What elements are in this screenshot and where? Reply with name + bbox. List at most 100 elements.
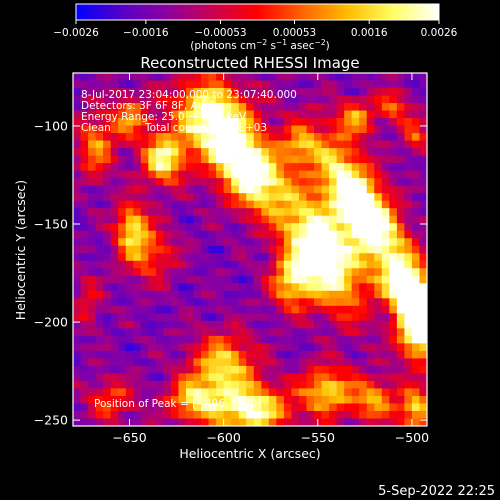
heatmap-cell xyxy=(110,283,119,292)
colorbar-unit-label: (photons cm−2 s−1 asec−2) xyxy=(190,38,329,52)
heatmap-cell xyxy=(110,238,119,247)
heatmap-cell xyxy=(110,178,119,187)
heatmap-cell xyxy=(80,88,89,96)
heatmap-cell xyxy=(103,125,112,134)
heatmap-cell xyxy=(306,373,315,382)
heatmap-cell xyxy=(344,403,353,412)
heatmap-cell xyxy=(261,230,270,239)
heatmap-cell xyxy=(231,95,240,104)
heatmap-cell xyxy=(246,73,255,81)
heatmap-cell xyxy=(110,358,119,367)
heatmap-cell xyxy=(170,103,179,111)
heatmap-cell xyxy=(170,193,179,202)
heatmap-cell xyxy=(276,268,285,277)
heatmap-cell xyxy=(73,230,81,239)
heatmap-cell xyxy=(231,328,240,337)
heatmap-cell xyxy=(396,275,405,284)
heatmap-cell xyxy=(404,350,413,359)
heatmap-cell xyxy=(381,358,390,367)
heatmap-cell xyxy=(216,320,225,329)
heatmap-cell xyxy=(88,223,96,232)
heatmap-cell xyxy=(118,245,127,254)
heatmap-cell xyxy=(276,230,285,239)
heatmap-cell xyxy=(238,403,247,412)
heatmap-cell xyxy=(411,275,420,284)
heatmap-cell xyxy=(314,298,322,307)
heatmap-cell xyxy=(306,275,315,284)
heatmap-cell xyxy=(223,313,232,322)
heatmap-cell xyxy=(148,410,157,419)
heatmap-cell xyxy=(223,155,232,164)
heatmap-cell xyxy=(216,350,225,359)
heatmap-cell xyxy=(155,238,164,247)
heatmap-cell xyxy=(118,395,127,404)
heatmap-cell xyxy=(351,365,360,374)
heatmap-cell xyxy=(155,163,164,172)
heatmap-cell xyxy=(193,148,202,157)
heatmap-cell xyxy=(381,80,390,89)
heatmap-cell xyxy=(148,335,157,344)
heatmap-cell xyxy=(231,80,240,89)
heatmap-cell xyxy=(155,380,164,389)
heatmap-cell xyxy=(185,305,194,314)
heatmap-cell xyxy=(88,230,96,239)
heatmap-cell xyxy=(201,395,209,404)
heatmap-cell xyxy=(88,305,96,314)
heatmap-cell xyxy=(185,358,194,367)
heatmap-cell xyxy=(374,223,383,232)
heatmap-cell xyxy=(291,208,300,217)
heatmap-cell xyxy=(155,313,164,322)
heatmap-cell xyxy=(103,215,112,224)
heatmap-cell xyxy=(110,230,119,239)
heatmap-cell xyxy=(389,110,398,119)
heatmap-cell xyxy=(140,275,149,284)
heatmap-cell xyxy=(80,373,89,382)
heatmap-cell xyxy=(140,373,149,382)
heatmap-cell xyxy=(170,260,179,269)
heatmap-cell xyxy=(238,125,247,134)
heatmap-cell xyxy=(314,380,322,389)
heatmap-cell xyxy=(246,118,255,126)
heatmap-cell xyxy=(110,290,119,299)
heatmap-cell xyxy=(344,185,353,194)
heatmap-cell xyxy=(344,335,353,344)
heatmap-cell xyxy=(140,193,149,202)
heatmap-cell xyxy=(201,275,209,284)
heatmap-cell xyxy=(148,215,157,224)
heatmap-cell xyxy=(336,148,345,157)
heatmap-cell xyxy=(396,320,405,329)
heatmap-cell xyxy=(419,95,427,104)
heatmap-cell xyxy=(231,283,240,292)
heatmap-cell xyxy=(261,193,270,202)
heatmap-cell xyxy=(276,328,285,337)
heatmap-cell xyxy=(298,373,307,382)
heatmap-cell xyxy=(238,193,247,202)
heatmap-cell xyxy=(389,95,398,104)
heatmap-cell xyxy=(306,350,315,359)
heatmap-cell xyxy=(268,170,277,179)
heatmap-cell xyxy=(80,350,89,359)
heatmap-cell xyxy=(163,268,172,277)
heatmap-cell xyxy=(253,388,262,397)
heatmap-cell xyxy=(276,358,285,367)
heatmap-cell xyxy=(110,418,119,426)
heatmap-cell xyxy=(80,305,89,314)
heatmap-cell xyxy=(201,410,209,419)
heatmap-cell xyxy=(374,313,383,322)
heatmap-cell xyxy=(133,215,142,224)
heatmap-cell xyxy=(133,80,142,89)
heatmap-cell xyxy=(253,395,262,404)
heatmap-cell xyxy=(389,365,398,374)
heatmap-cell xyxy=(344,238,353,247)
heatmap-cell xyxy=(110,373,119,382)
heatmap-cell xyxy=(118,140,127,149)
heatmap-cell xyxy=(374,283,383,292)
heatmap-cell xyxy=(148,238,157,247)
heatmap-cell xyxy=(314,80,322,89)
heatmap-cell xyxy=(253,418,262,426)
heatmap-cell xyxy=(73,170,81,179)
heatmap-cell xyxy=(298,358,307,367)
heatmap-cell xyxy=(283,185,292,194)
heatmap-cell xyxy=(140,245,149,254)
heatmap-cell xyxy=(208,403,217,412)
